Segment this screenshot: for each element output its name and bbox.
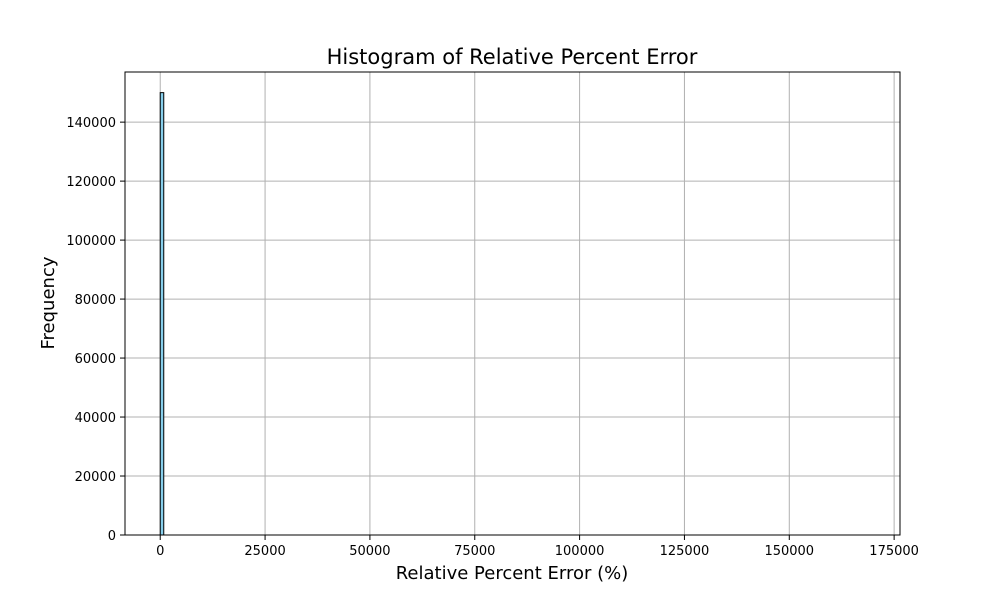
grid	[125, 72, 900, 536]
y-tick-label: 100000	[66, 234, 116, 249]
x-tick-label: 175000	[869, 544, 919, 559]
histogram-bars	[159, 92, 865, 536]
plot-frame	[124, 71, 901, 536]
y-tick-label: 40000	[75, 411, 116, 426]
x-tick-label: 25000	[244, 544, 285, 559]
x-axis-label: Relative Percent Error (%)	[396, 563, 629, 584]
y-tick-label: 80000	[75, 293, 116, 308]
x-tick-label: 0	[156, 544, 164, 559]
y-tick-label: 60000	[75, 352, 116, 367]
y-tick-label: 140000	[66, 116, 116, 131]
histogram-bar	[159, 92, 165, 536]
chart-title: Histogram of Relative Percent Error	[327, 45, 698, 69]
x-tick-label: 100000	[555, 544, 605, 559]
y-tick-label: 20000	[75, 470, 116, 485]
y-tick-label: 0	[108, 529, 116, 544]
x-tick-label: 50000	[349, 544, 390, 559]
x-tick-label: 125000	[660, 544, 710, 559]
x-tick-label: 75000	[454, 544, 495, 559]
y-tick-label: 120000	[66, 175, 116, 190]
x-axis-ticks: 0 25000 50000 75000 100000 125000 150000 175000	[156, 535, 919, 559]
x-tick-label: 150000	[764, 544, 814, 559]
y-axis-label: Frequency	[38, 256, 59, 349]
y-axis-ticks: 0 20000 40000 60000 80000 100000 120000 140000	[66, 116, 125, 544]
